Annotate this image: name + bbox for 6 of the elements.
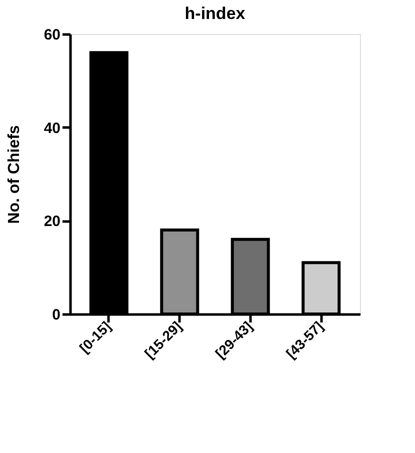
y-tick-label: 60 bbox=[44, 26, 60, 44]
chart-title: h-index bbox=[184, 4, 246, 23]
y-axis-title: No. of Chiefs bbox=[6, 125, 23, 224]
y-tick-label: 0 bbox=[52, 306, 60, 324]
y-tick-label: 40 bbox=[44, 120, 60, 137]
y-tick-label: 20 bbox=[44, 213, 60, 230]
